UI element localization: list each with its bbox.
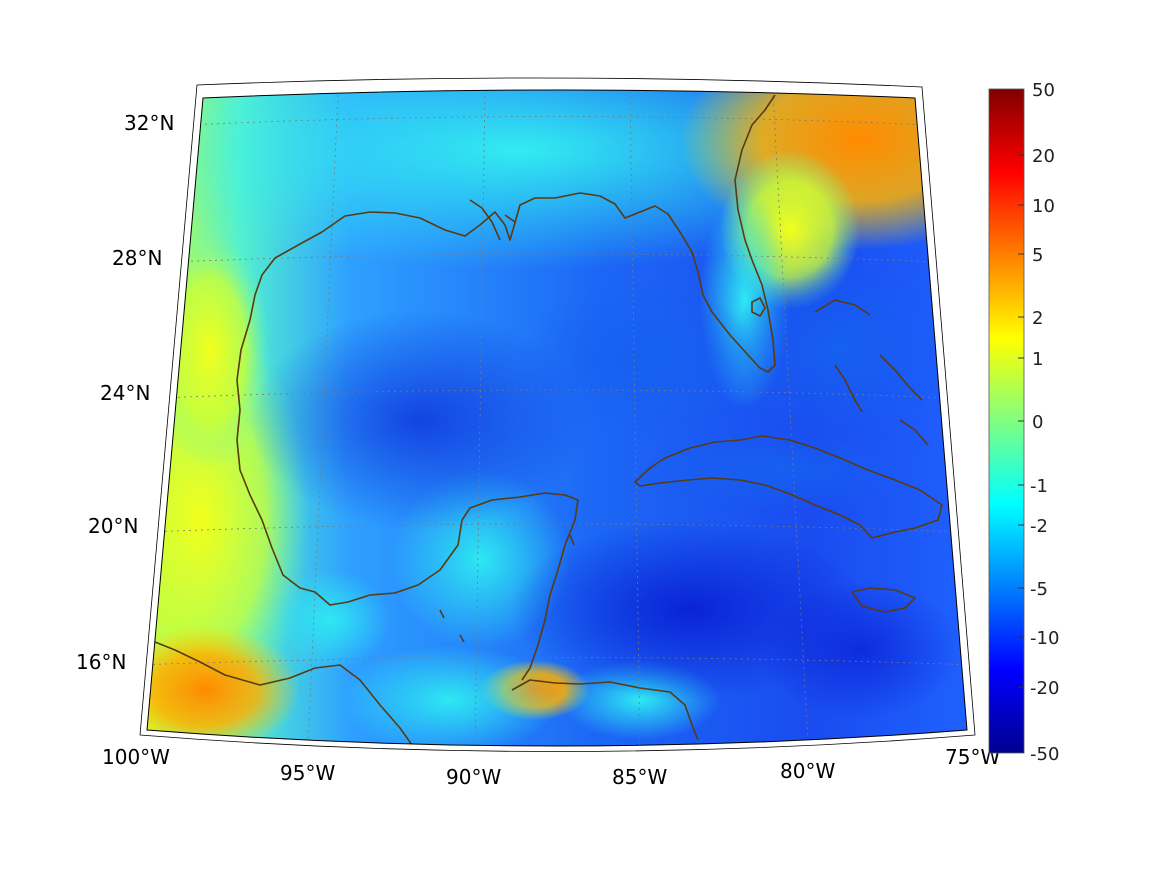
latitude-labels: 32°N 28°N 24°N 20°N 16°N xyxy=(76,111,174,674)
lat-label: 28°N xyxy=(112,246,162,270)
colorbar-label: 1 xyxy=(1032,349,1043,370)
colorbar-label: 20 xyxy=(1032,146,1055,167)
lon-label: 85°W xyxy=(612,765,667,789)
coastlines xyxy=(154,94,943,746)
lon-label: 95°W xyxy=(280,761,335,785)
colorbar-label: 5 xyxy=(1032,245,1043,266)
colorbar-label: -2 xyxy=(1030,516,1048,537)
colorbar-ticks xyxy=(1018,154,1024,688)
data-field xyxy=(147,90,967,746)
lon-label: 90°W xyxy=(446,765,501,789)
map-frame xyxy=(146,89,968,747)
longitude-labels: 100°W 95°W 90°W 85°W 80°W 75°W xyxy=(102,745,1000,789)
colorbar-label: 50 xyxy=(1032,80,1055,101)
colorbar-label: 0 xyxy=(1032,412,1043,433)
coastline-bahamas xyxy=(814,299,929,446)
map-frame-outer xyxy=(139,77,976,752)
lat-label: 32°N xyxy=(124,111,174,135)
graticule xyxy=(147,90,967,746)
colorbar-label: -10 xyxy=(1030,628,1059,649)
coastline-cuba xyxy=(634,435,943,539)
colorbar-label: 10 xyxy=(1032,196,1055,217)
lat-label: 20°N xyxy=(88,514,138,538)
coastline-mexico-gulf xyxy=(236,379,579,681)
coastline-us-gulf xyxy=(236,94,776,381)
coastline-okeechobee xyxy=(751,297,766,317)
colorbar-label: -1 xyxy=(1030,476,1048,497)
colorbar-label: -20 xyxy=(1030,678,1059,699)
coastline-pacific xyxy=(154,641,413,746)
colorbar-label: -5 xyxy=(1030,579,1048,600)
lon-label: 80°W xyxy=(780,759,835,783)
lon-label: 100°W xyxy=(102,745,170,769)
colorbar: 50 20 10 5 2 1 0 -1 -2 -5 -10 -20 -50 xyxy=(988,80,1059,765)
lat-label: 24°N xyxy=(100,381,150,405)
colorbar-label: 2 xyxy=(1032,308,1043,329)
colorbar-label: -50 xyxy=(1030,744,1059,765)
lat-label: 16°N xyxy=(76,650,126,674)
coastline-honduras xyxy=(511,679,699,741)
coastline-jamaica xyxy=(851,587,916,613)
